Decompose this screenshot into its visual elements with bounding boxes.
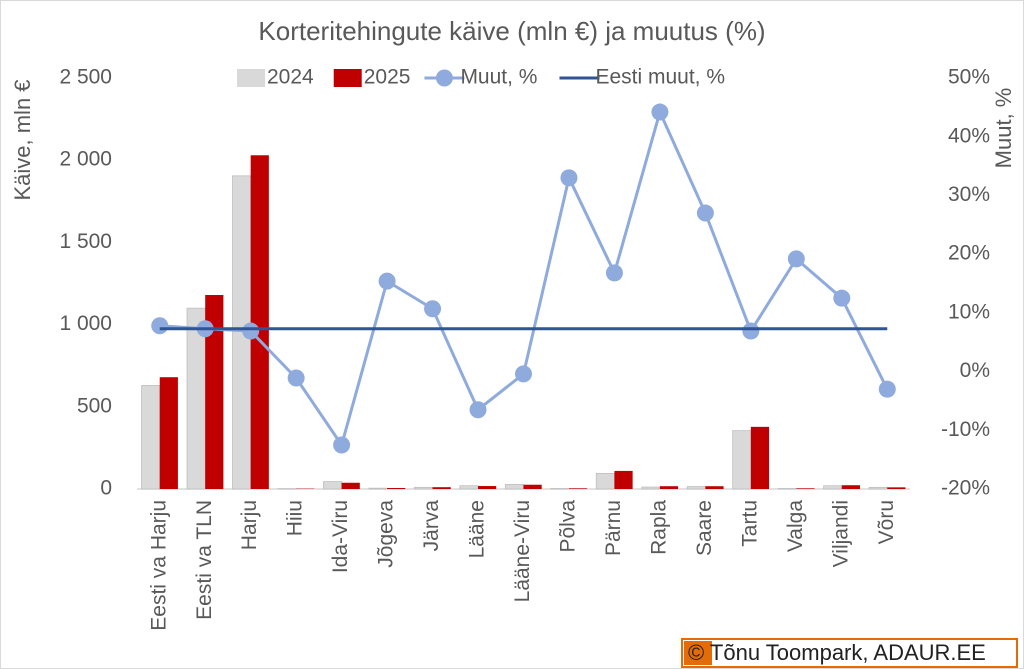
x-tick-label: Ida-Viru <box>329 500 352 573</box>
bar <box>705 486 724 489</box>
marker <box>287 369 305 387</box>
bar <box>732 430 752 490</box>
legend-label: 2024 <box>267 66 314 89</box>
y2-tick-label: 20% <box>948 242 990 265</box>
bar <box>250 155 269 489</box>
bar <box>323 481 343 490</box>
marker <box>787 250 805 268</box>
marker <box>242 322 260 340</box>
bar <box>841 485 860 489</box>
bar <box>750 426 770 489</box>
legend-marker <box>435 69 453 87</box>
bar <box>459 485 479 490</box>
y2-tick-label: 0% <box>960 359 990 382</box>
bar <box>159 377 178 489</box>
x-tick-label: Lääne <box>466 500 489 558</box>
x-tick-label: Põlva <box>557 500 580 553</box>
bar <box>523 484 542 489</box>
y-tick-label: 1 000 <box>59 312 112 335</box>
y2-axis-label: Muut, % <box>991 88 1016 169</box>
x-tick-label: Valga <box>784 500 807 552</box>
y-axis-label: Käive, mln € <box>10 79 35 200</box>
x-tick-label: Tartu <box>738 500 761 547</box>
bar <box>205 295 224 489</box>
x-tick-label: Võru <box>875 500 898 544</box>
legend-label: 2025 <box>364 66 411 89</box>
y2-tick-label: 40% <box>948 124 990 147</box>
x-tick-label: Viljandi <box>829 500 852 567</box>
legend-swatch <box>333 69 362 87</box>
bar <box>478 486 497 489</box>
marker <box>651 103 669 121</box>
x-tick-label: Harju <box>238 500 261 550</box>
marker <box>424 300 442 318</box>
marker <box>742 322 760 340</box>
credit-icon-bg <box>684 641 712 665</box>
marker <box>469 401 487 419</box>
marker <box>378 272 396 290</box>
marker <box>605 264 623 282</box>
bar <box>659 486 679 489</box>
y-tick-label: 500 <box>77 394 112 417</box>
x-tick-label: Saare <box>693 500 716 556</box>
marker <box>696 204 714 222</box>
credit-box <box>681 638 1018 668</box>
y2-tick-label: 50% <box>948 66 990 89</box>
bar <box>686 486 706 490</box>
marker <box>333 436 351 454</box>
bar <box>504 483 524 490</box>
x-tick-label: Rapla <box>647 500 670 555</box>
y2-tick-label: -20% <box>941 477 990 500</box>
legend-swatch <box>237 69 265 87</box>
x-tick-label: Pärnu <box>602 500 625 556</box>
x-tick-label: Eesti va TLN <box>193 500 216 620</box>
marker <box>560 169 578 187</box>
x-tick-label: Eesti va Harju <box>147 500 170 631</box>
bar <box>568 488 588 489</box>
x-tick-label: Jõgeva <box>375 500 398 568</box>
bar <box>614 470 633 489</box>
bar <box>432 487 451 489</box>
marker <box>833 289 851 307</box>
bar <box>595 472 615 490</box>
y2-tick-label: 10% <box>948 300 990 323</box>
bar <box>641 486 661 490</box>
legend-label: Eesti muut, % <box>595 66 725 89</box>
bar <box>341 482 360 489</box>
x-tick-label: Hiiu <box>284 500 307 536</box>
bar <box>796 488 815 489</box>
bar <box>141 385 161 490</box>
y-tick-label: 1 500 <box>59 230 112 253</box>
x-tick-label: Lääne-Viru <box>511 500 534 602</box>
y-tick-label: 2 000 <box>59 148 112 171</box>
bar <box>368 487 388 490</box>
bar <box>387 488 406 489</box>
chart-title: Korteritehingute käive (mln €) ja muutus… <box>258 16 765 46</box>
x-tick-label: Järva <box>420 500 443 552</box>
marker <box>151 317 169 335</box>
y-tick-label: 0 <box>100 477 112 500</box>
y-tick-label: 2 500 <box>59 66 112 89</box>
bar <box>413 486 433 490</box>
y2-tick-label: -10% <box>941 418 990 441</box>
y2-tick-label: 30% <box>948 183 990 206</box>
legend-label: Muut, % <box>460 66 537 89</box>
bar <box>868 486 888 490</box>
bar <box>823 485 843 490</box>
bar <box>887 487 906 489</box>
credit: © Tõnu Toompark, ADAUR.EE <box>688 640 986 665</box>
marker <box>878 380 896 398</box>
marker <box>515 365 532 383</box>
